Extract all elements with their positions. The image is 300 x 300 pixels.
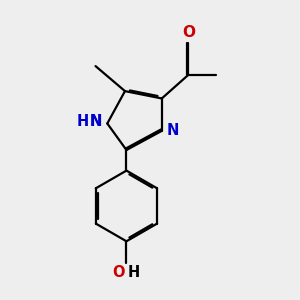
Text: O: O (112, 265, 125, 280)
Text: H: H (128, 265, 140, 280)
Text: N: N (167, 123, 179, 138)
Text: O: O (182, 25, 195, 40)
Text: H: H (77, 114, 89, 129)
Text: N: N (90, 114, 102, 129)
Text: N: N (90, 114, 102, 129)
